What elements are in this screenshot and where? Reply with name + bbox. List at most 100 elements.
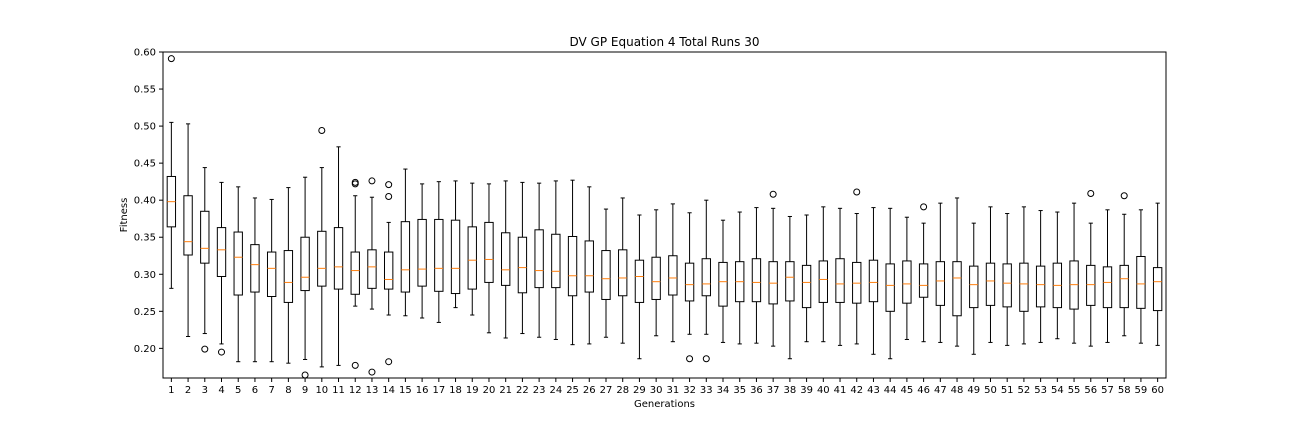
x-tick-label: 10	[315, 385, 328, 396]
x-tick-label: 30	[650, 385, 663, 396]
box-group-gen-22	[517, 181, 528, 335]
box-iqr	[885, 263, 895, 312]
box-iqr	[1102, 266, 1113, 309]
box-group-gen-16	[417, 183, 427, 319]
x-tick-label: 9	[302, 385, 308, 396]
box-group-gen-43	[868, 207, 879, 355]
x-tick-label: 22	[516, 385, 529, 396]
box-iqr	[317, 230, 327, 287]
box-group-gen-11	[333, 146, 344, 366]
outlier-point	[351, 178, 359, 186]
box-group-gen-44	[885, 207, 895, 360]
outlier-point	[769, 190, 777, 198]
x-tick-label: 34	[717, 385, 730, 396]
x-tick-label: 28	[616, 385, 629, 396]
box-group-gen-48	[952, 197, 962, 347]
y-axis: 0.20 0.25 0.30 0.35 0.40 0.45 0.50 0.55 0.60	[134, 48, 163, 355]
x-tick-label: 54	[1051, 385, 1064, 396]
x-tick-label: 14	[382, 385, 395, 396]
plot-area	[166, 55, 1163, 379]
box-iqr	[969, 265, 979, 309]
box-iqr	[484, 221, 494, 283]
chart-title: DV GP Equation 4 Total Runs 30	[570, 35, 760, 49]
box-iqr	[918, 263, 929, 298]
box-iqr	[567, 235, 578, 297]
box-group-gen-47	[935, 202, 946, 343]
y-axis-label: Fitness	[119, 198, 130, 233]
box-iqr	[1002, 263, 1012, 308]
box-iqr	[1035, 265, 1046, 308]
outlier-point	[218, 348, 226, 356]
x-tick-label: 45	[901, 385, 914, 396]
box-group-gen-42	[852, 188, 862, 345]
x-tick-label: 12	[349, 385, 362, 396]
x-tick-label: 8	[285, 385, 291, 396]
box-group-gen-38	[785, 215, 795, 360]
y-tick-label: 0.50	[134, 122, 156, 133]
x-tick-label: 33	[700, 385, 713, 396]
box-group-gen-50	[985, 206, 996, 343]
x-tick-label: 27	[600, 385, 613, 396]
box-group-gen-3	[200, 167, 210, 353]
box-group-gen-20	[484, 183, 494, 334]
box-iqr	[216, 227, 227, 277]
box-iqr	[200, 210, 210, 264]
box-group-gen-33	[701, 199, 711, 363]
x-tick-label: 16	[416, 385, 429, 396]
outlier-point	[385, 192, 393, 200]
box-iqr	[1136, 255, 1146, 309]
box-iqr	[450, 219, 461, 295]
box-iqr	[250, 244, 260, 293]
axes-frame	[162, 51, 1167, 379]
outlier-point	[385, 358, 393, 366]
y-tick-label: 0.40	[134, 196, 156, 207]
box-group-gen-1	[166, 55, 177, 289]
box-group-gen-35	[735, 211, 745, 345]
box-group-gen-59	[1136, 209, 1146, 344]
outlier-point	[318, 127, 326, 135]
box-iqr	[467, 226, 477, 290]
outlier-point	[385, 181, 393, 189]
box-group-gen-14	[383, 181, 394, 366]
box-iqr	[434, 218, 444, 292]
box-group-gen-45	[902, 216, 912, 340]
box-iqr	[785, 261, 795, 302]
x-tick-label: 39	[800, 385, 813, 396]
box-group-gen-55	[1069, 202, 1079, 344]
box-group-gen-6	[250, 197, 260, 363]
x-tick-label: 41	[834, 385, 847, 396]
box-iqr	[551, 233, 561, 289]
box-iqr	[1119, 264, 1129, 309]
outlier-point	[1120, 192, 1128, 200]
y-tick-label: 0.30	[134, 270, 156, 281]
outlier-point	[686, 355, 694, 363]
x-tick-label: 48	[951, 385, 964, 396]
box-iqr	[1152, 267, 1163, 312]
outlier-point	[351, 361, 359, 369]
x-axis-label: Generations	[634, 399, 695, 410]
x-axis: 1 2 3 4 5 6 7 8 9 10 11 12 13 14 15 16 17 18 19 20 21 22 23 24 2…	[168, 378, 1164, 396]
outlier-point	[201, 345, 209, 353]
x-tick-label: 7	[268, 385, 274, 396]
y-tick-label: 0.20	[134, 344, 156, 355]
x-tick-label: 23	[533, 385, 546, 396]
x-tick-label: 37	[767, 385, 780, 396]
box-group-gen-8	[283, 187, 294, 364]
box-iqr	[333, 227, 344, 290]
box-group-gen-12	[350, 178, 360, 369]
x-tick-label: 24	[549, 385, 562, 396]
y-tick-label: 0.25	[134, 307, 156, 318]
x-tick-label: 5	[235, 385, 241, 396]
x-tick-label: 25	[566, 385, 579, 396]
box-group-gen-2	[183, 123, 193, 338]
x-tick-label: 1	[168, 385, 174, 396]
x-tick-label: 13	[366, 385, 379, 396]
box-iqr	[183, 195, 193, 256]
x-tick-label: 47	[934, 385, 947, 396]
box-group-gen-21	[501, 180, 511, 339]
outlier-point	[368, 368, 376, 376]
box-group-gen-40	[818, 206, 828, 343]
box-iqr	[400, 221, 411, 293]
x-tick-label: 44	[884, 385, 897, 396]
x-tick-label: 50	[984, 385, 997, 396]
